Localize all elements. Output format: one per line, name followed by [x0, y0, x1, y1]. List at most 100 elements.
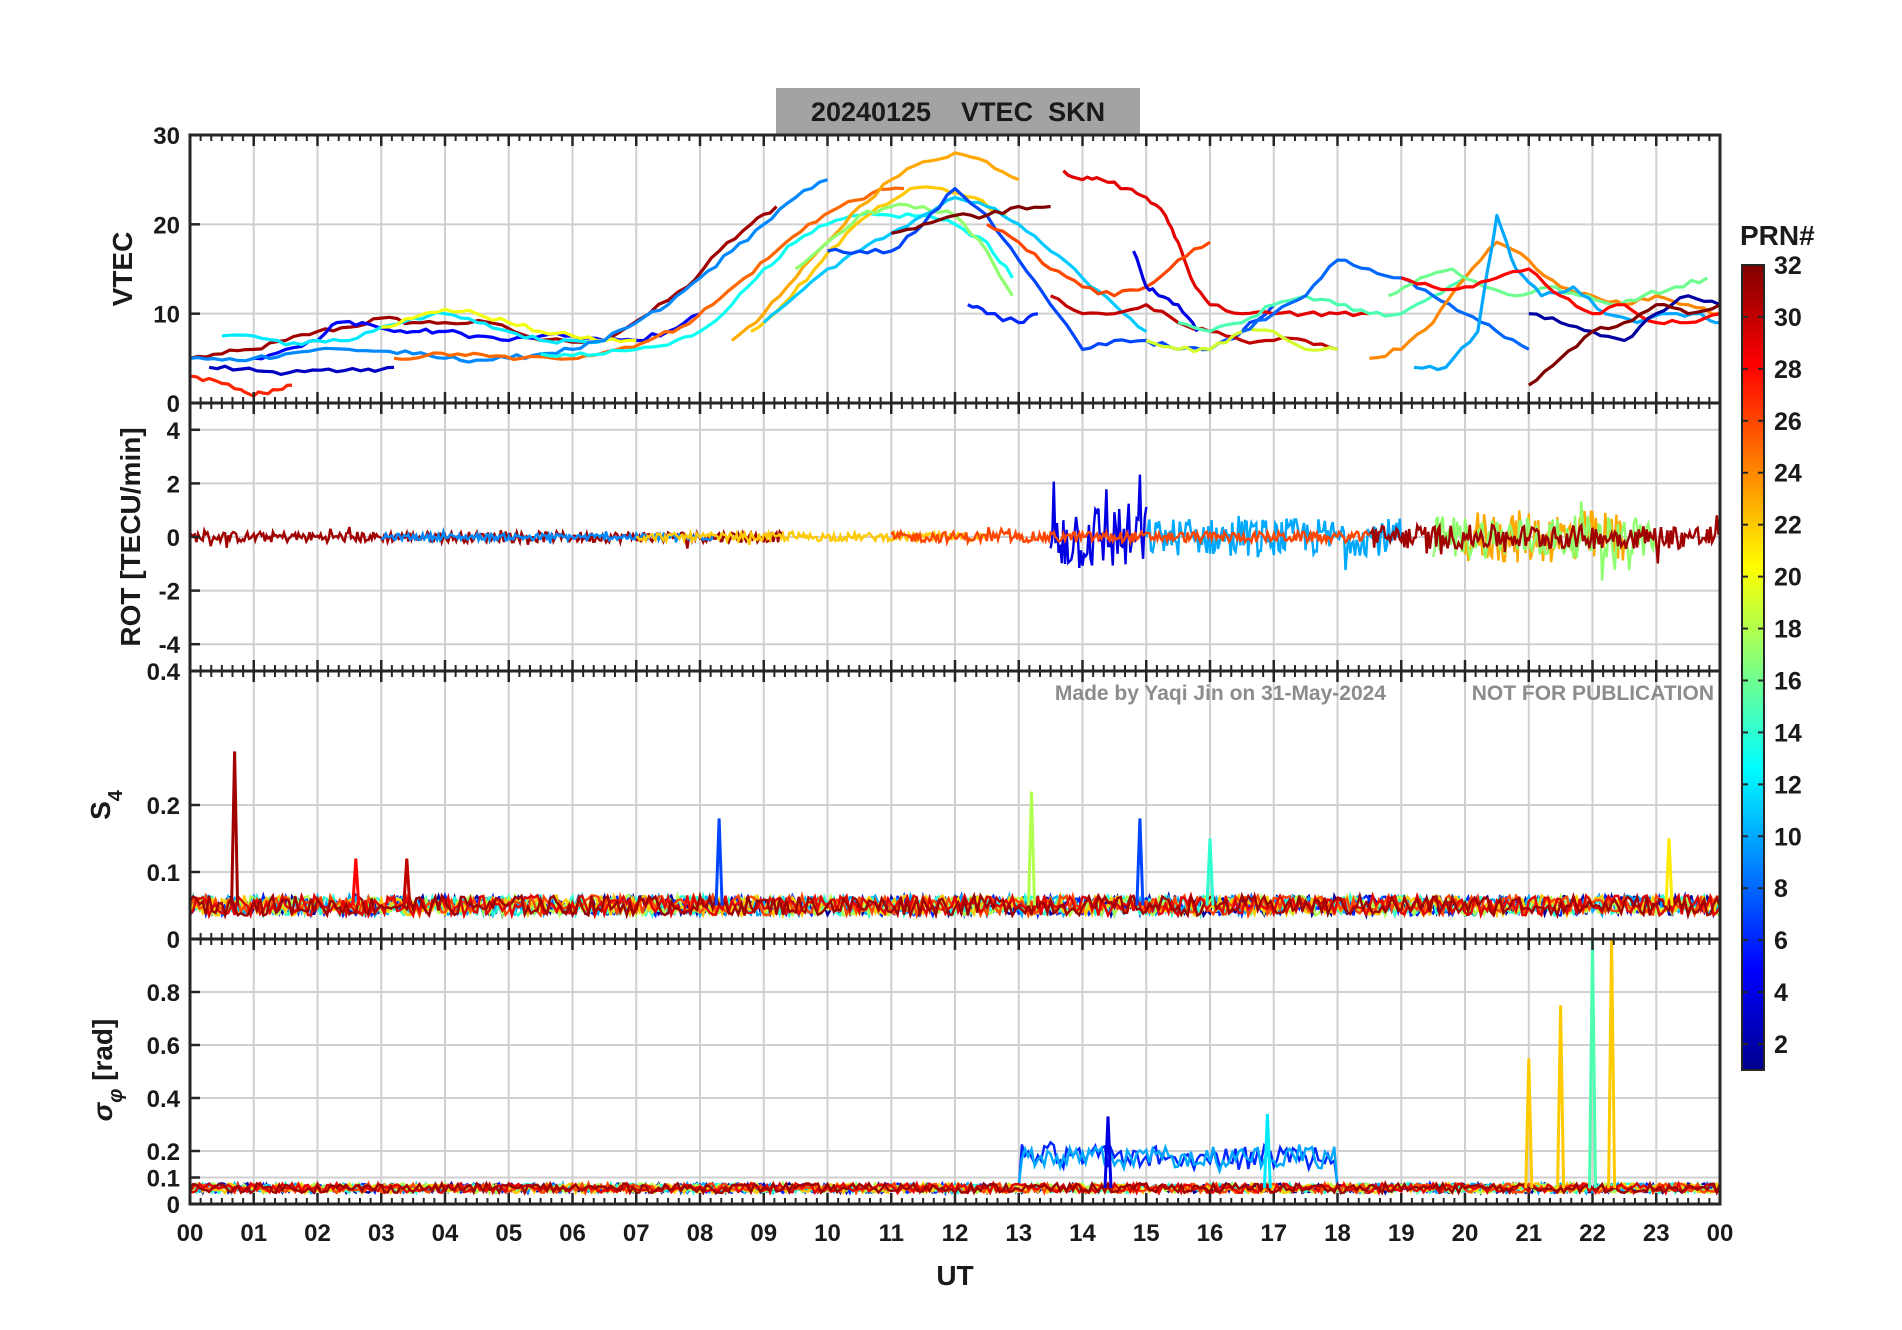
s4-line-prn-31 — [190, 891, 1720, 920]
rot-panel: -4 -2 0 2 4 ROT [TECU/min] — [115, 401, 1722, 673]
s4-spike — [230, 751, 240, 906]
x-tick-label: 06 — [559, 1220, 586, 1247]
colorbar-tick-label: 10 — [1774, 823, 1802, 851]
y-tick-label: -2 — [159, 579, 180, 606]
y-tick-label: 0.8 — [147, 980, 180, 1007]
colorbar-gradient — [1741, 264, 1765, 1071]
x-tick-label: 18 — [1324, 1220, 1351, 1247]
colorbar-tick-label: 24 — [1774, 460, 1802, 488]
y-tick-label: 10 — [153, 302, 180, 329]
vtec-line-prn-6 — [967, 303, 1039, 325]
sigma-phi-yticks: 00.10.2 0.4 0.6 0.8 — [147, 939, 1722, 1219]
x-axis-ticks: 00 01 02 03 04 05 06 07 08 09 10 11 12 13 14 15 16 17 18 19… — [177, 1220, 1734, 1247]
colorbar-tick-label: 26 — [1774, 408, 1802, 436]
colorbar-tick-label: 22 — [1774, 512, 1802, 540]
colorbar-tick-label: 8 — [1774, 875, 1788, 903]
vtec-grid — [189, 135, 1721, 403]
vtec-line-prn-8 — [1241, 258, 1530, 351]
sigma-phi-ylabel: σφ [rad] — [87, 1019, 127, 1122]
colorbar-label: PRN# — [1740, 220, 1815, 251]
sigma_phi-spike — [1556, 1005, 1566, 1189]
rot-ylabel: ROT [TECU/min] — [115, 427, 146, 646]
x-tick-label: 22 — [1579, 1220, 1606, 1247]
x-tick-label: 01 — [240, 1220, 267, 1247]
vtec-line-prn-20 — [381, 307, 637, 344]
x-tick-label: 15 — [1133, 1220, 1160, 1247]
y-tick-label: 30 — [153, 123, 180, 150]
colorbar-tick-label: 12 — [1774, 771, 1802, 799]
y-tick-label: -4 — [159, 632, 181, 659]
vtec-line-prn-27 — [190, 374, 293, 398]
sigma_phi-line-prn-31 — [190, 1180, 1720, 1196]
y-tick-label: 0.2 — [147, 1139, 180, 1166]
x-tick-label: 12 — [942, 1220, 969, 1247]
sigma_phi-spike — [1103, 1116, 1113, 1189]
colorbar-tick-label: 28 — [1774, 356, 1802, 384]
sigma_phi-spike — [1588, 939, 1597, 1189]
vtec-line-prn-29 — [1062, 169, 1370, 318]
y-tick-label: 2 — [167, 471, 180, 498]
rot-line-prn-31 — [190, 526, 784, 549]
sigma_phi-spike — [1607, 939, 1617, 1189]
s4-yticks: 0 0.1 0.2 0.4 — [147, 659, 1722, 954]
colorbar-tick-label: 30 — [1774, 304, 1802, 332]
rot-line-prn-26 — [890, 525, 1371, 547]
vtec-ylabel: VTEC — [107, 232, 138, 307]
s4-spike — [1205, 838, 1215, 906]
x-tick-label: 17 — [1260, 1220, 1287, 1247]
x-axis-label: UT — [936, 1260, 973, 1291]
colorbar-tick-label: 32 — [1774, 252, 1802, 280]
colorbar-tick-label: 14 — [1774, 719, 1802, 747]
s4-series — [190, 751, 1720, 920]
colorbar-tick-label: 18 — [1774, 616, 1802, 644]
x-tick-label: 16 — [1197, 1220, 1224, 1247]
y-tick-label: 20 — [153, 212, 180, 239]
y-tick-label: 0.1 — [147, 860, 180, 887]
x-tick-label: 11 — [879, 1220, 904, 1247]
x-tick-label: 20 — [1452, 1220, 1479, 1247]
y-tick-label: 0 — [167, 927, 180, 954]
vtec-line-prn-28 — [1400, 267, 1720, 326]
sigma_phi-spike — [1262, 1113, 1272, 1189]
x-tick-label: 14 — [1069, 1220, 1096, 1247]
vtec-panel: 0 10 20 30 VTEC — [107, 123, 1722, 418]
x-tick-label: 19 — [1388, 1220, 1415, 1247]
y-tick-label: 0.4 — [147, 1086, 181, 1113]
title-box — [776, 88, 1140, 135]
vtec-line-prn-32 — [1527, 303, 1720, 387]
vtec-line-prn-17 — [794, 202, 1014, 297]
y-tick-label: 0 — [167, 525, 180, 552]
s4-spike — [1027, 791, 1036, 906]
sigma-phi-series — [190, 939, 1720, 1197]
x-tick-label: 05 — [495, 1220, 522, 1247]
s4-line-prn-29 — [190, 891, 1720, 920]
vtec-series — [190, 151, 1720, 398]
y-tick-label: 0.1 — [147, 1166, 180, 1193]
x-tick-label: 00 — [177, 1220, 204, 1247]
vtec-line-prn-2 — [1528, 294, 1720, 343]
vtec-line-prn-23 — [730, 151, 1020, 342]
colorbar-tick-label: 6 — [1774, 927, 1788, 955]
rot-line-prn-22 — [636, 528, 989, 546]
y-tick-label: 0.2 — [147, 793, 180, 820]
s4-ylabel: S4 — [85, 789, 127, 820]
vtec-line-prn-15 — [1177, 276, 1466, 334]
watermark-author: Made by Yaqi Jin on 31-May-2024 — [1055, 682, 1386, 705]
y-tick-label: 0.6 — [147, 1033, 180, 1060]
x-tick-label: 02 — [304, 1220, 331, 1247]
vtec-line-prn-22 — [750, 185, 1007, 333]
colorbar-tick-label: 4 — [1774, 979, 1788, 1007]
x-tick-label: 00 — [1707, 1220, 1734, 1247]
vtec-line-prn-31 — [190, 205, 778, 360]
s4-spike — [1664, 838, 1674, 906]
y-tick-label: 0 — [167, 391, 180, 418]
vtec-line-prn-11 — [762, 195, 1148, 333]
vtec-line-prn-4 — [1132, 250, 1199, 333]
colorbar-tick-label: 16 — [1774, 667, 1802, 695]
rot-line-prn-4 — [1049, 474, 1148, 569]
rot-series — [190, 474, 1720, 581]
s4-spike — [1135, 818, 1145, 906]
vtec-line-prn-3 — [208, 364, 395, 376]
